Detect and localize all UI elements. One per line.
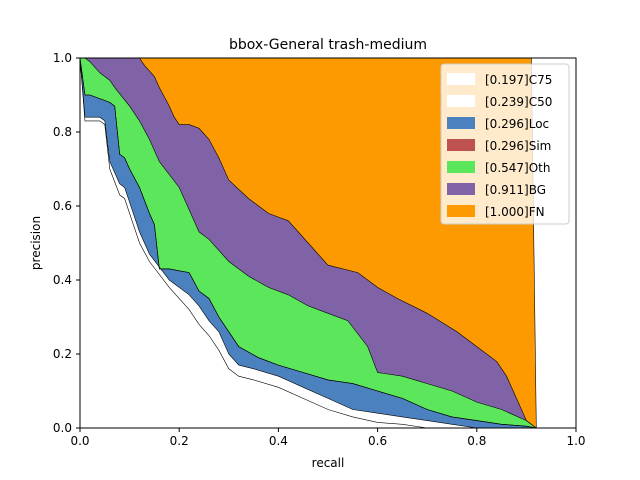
x-tick-label: 0.2 xyxy=(170,434,189,448)
x-axis-label: recall xyxy=(312,456,345,470)
y-axis: 0.0 0.2 0.4 0.6 0.8 1.0 xyxy=(53,51,80,435)
y-tick-label: 0.6 xyxy=(53,199,72,213)
y-tick-label: 0.2 xyxy=(53,347,72,361)
legend-swatch xyxy=(447,161,475,173)
y-tick-label: 1.0 xyxy=(53,51,72,65)
legend-label: [0.296]Sim xyxy=(485,139,551,153)
x-tick-label: 0.4 xyxy=(269,434,288,448)
legend-swatch xyxy=(447,73,475,85)
x-tick-label: 1.0 xyxy=(566,434,585,448)
line-0-296-loc xyxy=(79,57,537,429)
line-0-239-c50 xyxy=(79,57,477,429)
x-axis: 0.0 0.2 0.4 0.6 0.8 1.0 xyxy=(70,428,586,448)
legend-label: [0.547]Oth xyxy=(485,161,550,175)
legend-swatch xyxy=(447,139,475,151)
y-tick-label: 0.4 xyxy=(53,273,72,287)
legend-swatch xyxy=(447,183,475,195)
x-tick-label: 0.8 xyxy=(467,434,486,448)
legend-label: [0.911]BG xyxy=(485,183,546,197)
area-0-197-c75 xyxy=(80,58,428,428)
legend-swatch xyxy=(447,205,475,217)
legend: [0.197]C75 [0.239]C50 [0.296]Loc [0.296]Sim… xyxy=(440,63,570,225)
y-tick-label: 0.0 xyxy=(53,421,72,435)
y-tick-label: 0.8 xyxy=(53,125,72,139)
legend-label: [0.239]C50 xyxy=(485,95,552,109)
x-tick-label: 0.0 xyxy=(70,434,89,448)
line-0-911-bg xyxy=(80,57,537,429)
legend-label: [0.197]C75 xyxy=(485,73,552,87)
line-0-547-oth xyxy=(80,57,537,429)
y-axis-label: precision xyxy=(29,216,43,270)
x-tick-label: 0.6 xyxy=(368,434,387,448)
axes-frame xyxy=(79,57,577,429)
legend-swatch xyxy=(447,95,475,107)
legend-label: [0.296]Loc xyxy=(485,117,549,131)
legend-label: [1.000]FN xyxy=(485,205,545,219)
legend-swatch xyxy=(447,117,475,129)
chart-title: bbox-General trash-medium xyxy=(229,37,427,53)
line-0-197-c75 xyxy=(79,57,428,429)
